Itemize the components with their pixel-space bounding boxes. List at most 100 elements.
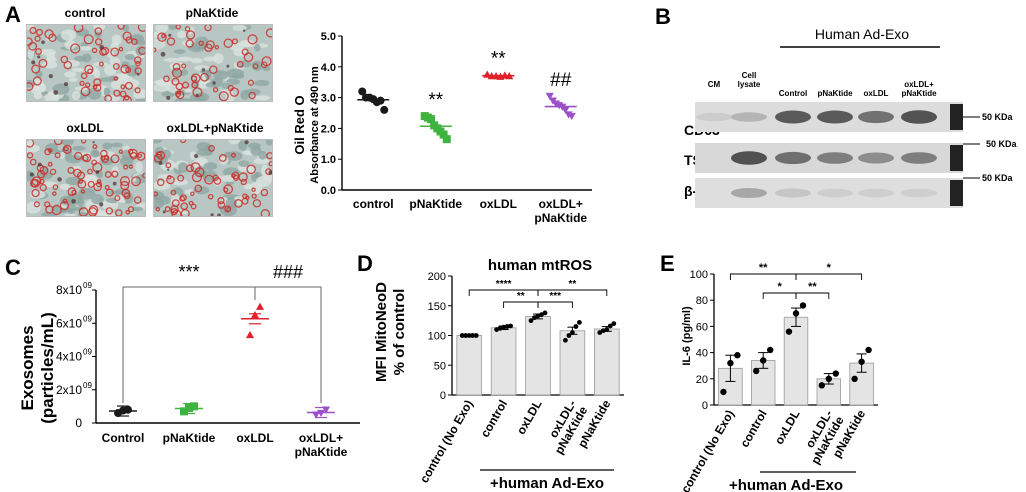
chart-e-point	[767, 346, 774, 354]
chart-e-point	[785, 328, 793, 335]
cell-shape	[176, 30, 187, 39]
cell-shape	[103, 87, 111, 97]
chart-e-ytick-label: 40	[696, 348, 708, 360]
cell-shape	[203, 162, 218, 171]
lipid-droplet	[164, 206, 171, 212]
chart-c-point	[190, 402, 198, 411]
cell-shape	[231, 73, 245, 79]
lipid-droplet	[190, 162, 201, 173]
chart-d-point	[607, 323, 613, 329]
lipid-droplet	[51, 204, 62, 216]
chart-d-significance: ***	[549, 291, 561, 302]
lipid-droplet	[194, 184, 203, 193]
chart-a-category-label: control	[353, 197, 394, 211]
lipid-droplet	[171, 67, 183, 78]
chart-c-ytick-label: 8x10	[56, 283, 82, 297]
nucleus-dot	[166, 95, 171, 100]
lipid-droplet	[165, 162, 172, 169]
nucleus-dot	[243, 29, 246, 33]
nucleus-dot	[201, 68, 206, 72]
lipid-droplet	[83, 34, 94, 45]
lipid-droplet	[120, 180, 130, 191]
lipid-droplet	[91, 47, 98, 54]
lipid-droplet	[154, 153, 163, 163]
cell-shape	[61, 140, 74, 146]
cell-shape	[65, 155, 82, 164]
chart-c-ylabel-line2: (particles/mL)	[38, 312, 57, 423]
blot-ladder	[950, 145, 963, 171]
blot-band	[901, 152, 937, 164]
chart-a-ytick-label: 0.0	[321, 185, 336, 197]
chart-d-point	[570, 330, 575, 335]
chart-d-significance: **	[517, 291, 525, 302]
lipid-droplet	[142, 172, 145, 179]
cell-shape	[163, 57, 182, 62]
lipid-droplet	[94, 38, 103, 46]
lipid-droplet	[39, 183, 47, 192]
chart-d-point	[508, 323, 513, 329]
lipid-droplet	[82, 153, 92, 163]
lipid-droplet	[120, 84, 126, 90]
chart-e-ylabel: IL-6 (pg/ml)	[681, 306, 693, 366]
lipid-droplet	[53, 140, 63, 146]
lipid-droplet	[84, 64, 94, 75]
nucleus-dot	[99, 44, 104, 50]
chart-a-significance: **	[491, 49, 506, 70]
lipid-droplet	[136, 151, 145, 161]
lipid-droplet	[161, 33, 166, 39]
cell-shape	[265, 140, 272, 146]
lipid-droplet	[94, 27, 103, 36]
lipid-droplet	[104, 94, 113, 101]
cell-shape	[64, 40, 77, 50]
lipid-droplet	[88, 205, 99, 215]
chart-c-point	[251, 310, 259, 319]
micrograph-title-pnaktide: pNaKtide	[185, 6, 239, 20]
chart-d-point	[563, 337, 568, 343]
chart-d-bracket	[537, 289, 608, 296]
nucleus-dot	[71, 199, 76, 204]
lipid-droplet	[120, 64, 130, 74]
chart-a-point	[376, 96, 385, 105]
chart-a-ylabel-line1: Oil Red O	[292, 95, 307, 154]
lipid-droplet	[252, 199, 262, 208]
cell-shape	[253, 95, 271, 101]
blot-band	[731, 151, 767, 165]
lipid-droplet	[49, 168, 57, 175]
lipid-droplet	[229, 87, 240, 97]
nucleus-dot	[210, 213, 214, 216]
lipid-droplet	[62, 198, 68, 204]
nucleus-dot	[194, 154, 199, 159]
cell-shape	[232, 25, 247, 32]
chart-a-category-label: pNaKtide	[409, 197, 462, 211]
lipid-droplet	[251, 193, 257, 199]
lipid-droplet	[204, 25, 212, 32]
chart-d-point	[611, 321, 617, 326]
lipid-droplet	[63, 146, 69, 152]
chart-a-ytick-label: 1.0	[321, 154, 336, 166]
cell-shape	[131, 206, 144, 212]
nucleus-dot	[160, 51, 166, 57]
lipid-droplet	[33, 201, 40, 208]
cell-shape	[190, 57, 203, 64]
lipid-droplet	[252, 63, 259, 70]
cell-shape	[154, 31, 161, 39]
lipid-droplet	[265, 28, 272, 38]
chart-d-ytick-label: 0	[440, 390, 446, 402]
chart-a-category-label: oxLDL	[480, 197, 517, 211]
chart-d-category-label: oxLDL	[514, 398, 545, 437]
lipid-droplet	[51, 191, 57, 196]
lipid-droplet	[111, 170, 119, 178]
blot-marker-1: 50 KDa	[982, 112, 1014, 122]
nucleus-dot	[158, 161, 163, 165]
lipid-droplet	[156, 150, 166, 160]
cell-shape	[110, 142, 123, 148]
cell-shape	[72, 145, 86, 151]
lipid-droplet	[127, 206, 135, 213]
nucleus-dot	[217, 213, 221, 216]
lipid-droplet	[34, 35, 41, 42]
chart-d-point	[573, 324, 579, 329]
cell-shape	[40, 212, 59, 216]
lipid-droplet	[198, 40, 204, 46]
chart-a-ylabel-line2: Absorbance at 490 nm	[309, 66, 321, 184]
